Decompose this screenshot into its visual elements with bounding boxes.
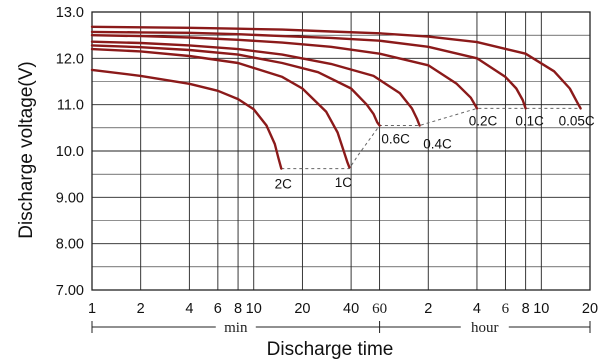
y-tick-label: 12.0 [56, 51, 84, 67]
cutoff-voltage-line [281, 107, 581, 170]
x-tick-label: 40 [343, 301, 359, 317]
curve-labels: 2C 1C 0.6C 0.4C 0.2C 0.1C 0.05C [275, 113, 595, 191]
curve-label-0_4C: 0.4C [423, 137, 452, 152]
curve-0_6C [90, 44, 381, 127]
y-axis-title: Discharge voltage(V) [16, 61, 37, 238]
x-tick-label: 4 [185, 301, 193, 317]
x-tick-label: 8 [522, 301, 530, 317]
time-range-markers: min hour [91, 320, 591, 336]
curve-0_05C [90, 25, 582, 110]
x-tick-label: 20 [294, 301, 310, 317]
x-tick-label: 8 [234, 301, 242, 317]
curves-group [90, 25, 582, 170]
x-tick-label: 1 [88, 301, 96, 317]
x-tick-label: 20 [582, 301, 598, 317]
x-tick-label: 6 [502, 301, 510, 317]
x-tick-labels: 1 2 4 6 8 10 20 40 60 2 4 6 8 10 20 [88, 301, 598, 317]
range-label-hour: hour [471, 320, 499, 336]
y-tick-label: 8.00 [56, 237, 84, 253]
y-tick-labels: 13.0 12.0 11.0 10.0 9.00 8.00 7.00 [56, 5, 84, 299]
curve-0_4C [90, 40, 421, 127]
curve-label-0_05C: 0.05C [559, 113, 595, 128]
grid-lines [91, 11, 591, 291]
x-tick-label: 2 [137, 301, 145, 317]
curve-label-0_6C: 0.6C [381, 132, 410, 147]
x-axis-title: Discharge time [267, 339, 394, 360]
curve-2C [90, 68, 283, 170]
x-tick-label: 10 [246, 301, 262, 317]
curve-1C [90, 47, 351, 169]
curve-0_1C [90, 30, 527, 110]
y-tick-label: 13.0 [56, 5, 84, 21]
curve-label-0_2C: 0.2C [469, 113, 498, 128]
y-tick-label: 7.00 [56, 283, 84, 299]
curve-label-0_1C: 0.1C [515, 113, 544, 128]
curve-label-2C: 2C [275, 177, 293, 192]
curve-label-1C: 1C [335, 175, 353, 190]
x-tick-label: 4 [473, 301, 481, 317]
cutoff-line-group [281, 107, 581, 170]
x-tick-label: 60 [372, 301, 387, 317]
curve-0_2C [90, 34, 479, 110]
y-tick-label: 11.0 [57, 98, 84, 114]
x-tick-label: 10 [533, 301, 549, 317]
y-tick-label: 10.0 [56, 144, 84, 160]
x-tick-label: 2 [424, 301, 432, 317]
x-tick-label: 6 [214, 301, 222, 317]
y-tick-label: 9.00 [56, 190, 84, 206]
range-label-min: min [224, 320, 248, 336]
